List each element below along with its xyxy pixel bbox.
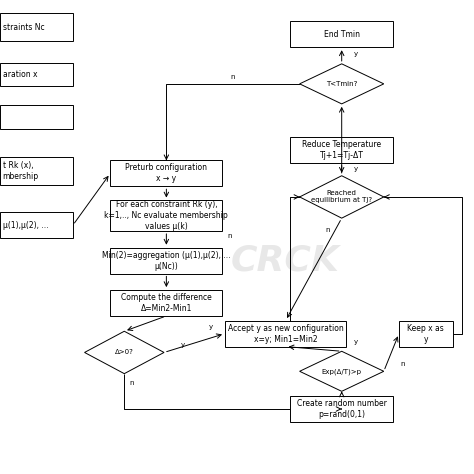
Text: For each constraint Rk (y),
k=1,.., Nc evaluate membership
values μ(k): For each constraint Rk (y), k=1,.., Nc e… — [104, 200, 228, 231]
Text: T<Tmin?: T<Tmin? — [326, 81, 357, 87]
Text: Reached
equilibrium at Tj?: Reached equilibrium at Tj? — [311, 191, 372, 203]
FancyBboxPatch shape — [0, 63, 73, 86]
FancyBboxPatch shape — [290, 137, 393, 163]
Polygon shape — [300, 351, 384, 392]
FancyBboxPatch shape — [0, 13, 73, 41]
Text: Keep x as
y: Keep x as y — [408, 324, 444, 344]
Polygon shape — [300, 64, 384, 104]
FancyBboxPatch shape — [110, 290, 222, 316]
Text: CRCK: CRCK — [231, 244, 340, 278]
Polygon shape — [300, 176, 384, 218]
Text: y: y — [181, 342, 185, 348]
Text: End Tmin: End Tmin — [324, 30, 360, 39]
Text: y: y — [354, 166, 358, 172]
FancyBboxPatch shape — [110, 160, 222, 186]
FancyBboxPatch shape — [225, 320, 346, 346]
Text: μ(1),μ(2), ...: μ(1),μ(2), ... — [3, 221, 48, 230]
Text: y: y — [354, 339, 358, 345]
FancyBboxPatch shape — [0, 157, 73, 185]
Text: n: n — [227, 233, 232, 239]
Text: y: y — [209, 324, 213, 329]
Text: aration x: aration x — [3, 70, 37, 79]
Text: y: y — [354, 51, 358, 57]
FancyBboxPatch shape — [110, 201, 222, 231]
Text: Δ>0?: Δ>0? — [115, 349, 134, 356]
Text: n: n — [231, 74, 235, 80]
Text: Reduce Temperature
Tj+1=Tj-ΔT: Reduce Temperature Tj+1=Tj-ΔT — [302, 140, 381, 160]
Text: n: n — [400, 361, 405, 367]
Polygon shape — [84, 331, 164, 374]
Text: Preturb configuration
x → y: Preturb configuration x → y — [125, 164, 207, 183]
FancyBboxPatch shape — [290, 21, 393, 47]
Text: straints Nc: straints Nc — [3, 23, 45, 32]
Text: Compute the difference
Δ=Min2-Min1: Compute the difference Δ=Min2-Min1 — [121, 293, 212, 313]
FancyBboxPatch shape — [0, 105, 73, 128]
Text: Min(2)=aggregation (μ(1),μ(2), ...
μ(Nc)): Min(2)=aggregation (μ(1),μ(2), ... μ(Nc)… — [102, 251, 231, 271]
Text: Accept y as new configuration
x=y; Min1=Min2: Accept y as new configuration x=y; Min1=… — [228, 324, 344, 344]
Text: n: n — [326, 227, 330, 233]
Text: Exp(Δ/T)>p: Exp(Δ/T)>p — [322, 368, 362, 374]
Text: t Rk (x),
mbership: t Rk (x), mbership — [3, 161, 39, 181]
Text: Create random number
p=rand(0,1): Create random number p=rand(0,1) — [297, 399, 387, 419]
FancyBboxPatch shape — [0, 212, 73, 238]
Text: n: n — [129, 380, 134, 386]
FancyBboxPatch shape — [399, 320, 453, 346]
FancyBboxPatch shape — [110, 247, 222, 273]
FancyBboxPatch shape — [290, 396, 393, 422]
